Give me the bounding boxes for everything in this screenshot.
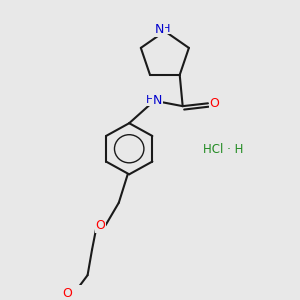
Text: O: O	[209, 97, 219, 110]
Text: O: O	[62, 287, 72, 300]
Text: H: H	[162, 24, 170, 34]
Text: N: N	[155, 23, 164, 36]
Text: HCl · H: HCl · H	[203, 142, 244, 156]
Text: O: O	[95, 219, 105, 232]
Text: H: H	[146, 95, 154, 106]
Text: N: N	[153, 94, 162, 107]
